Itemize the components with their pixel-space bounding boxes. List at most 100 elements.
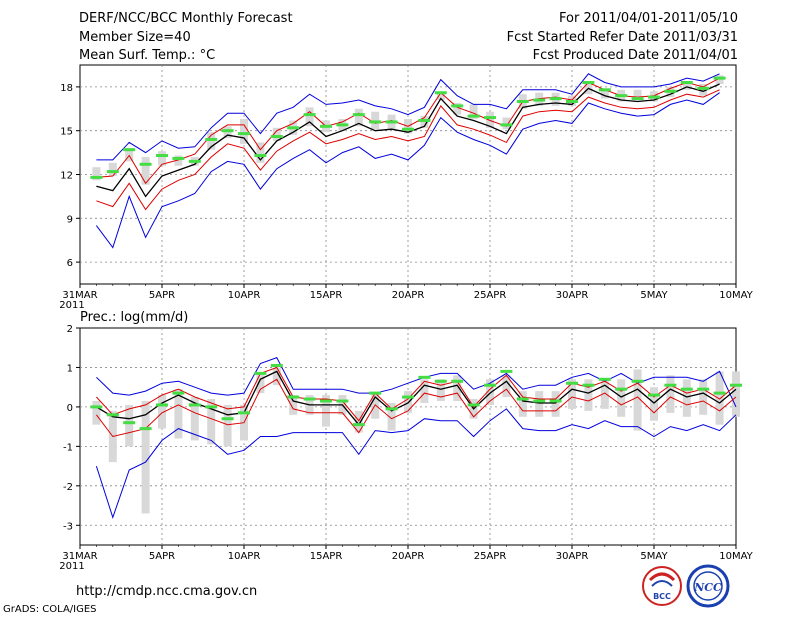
temp-box <box>158 151 166 166</box>
prec-box <box>371 393 380 419</box>
prec-p90-line <box>96 366 737 422</box>
precip-panel-title: Prec.: log(mm/d) <box>80 310 189 325</box>
prec-box <box>354 410 363 433</box>
temp-box <box>600 88 609 99</box>
temp-y-tick-label: 9 <box>67 214 73 225</box>
temp-box <box>584 81 593 95</box>
prec-box <box>453 375 462 401</box>
prec-box <box>551 391 560 417</box>
temp-box <box>633 89 642 101</box>
prec-box <box>633 369 642 431</box>
temp-x-tick-label: 31MAR 2011 <box>59 290 97 311</box>
temp-y-tick-label: 12 <box>60 171 73 182</box>
temp-y-tick-label: 6 <box>67 258 73 269</box>
prec-box <box>650 387 658 421</box>
prec-max-line <box>96 356 737 408</box>
prec-box <box>207 399 216 445</box>
temp-p90-line <box>96 77 720 185</box>
prec-box <box>666 375 675 413</box>
temp-box <box>92 167 101 181</box>
prec-y-tick-label: -3 <box>63 521 73 532</box>
prec-box <box>682 379 691 417</box>
prec-x-tick-label: 20APR <box>392 551 425 562</box>
prec-box <box>715 371 724 425</box>
prec-box <box>141 400 150 514</box>
prec-x-tick-label: 10APR <box>228 551 261 562</box>
temp-x-tick-label: 20APR <box>392 290 425 301</box>
member-size-label: Member Size=40 <box>79 30 191 45</box>
temp-box <box>174 155 183 166</box>
prec-box <box>387 402 396 431</box>
prec-box <box>584 379 593 411</box>
prec-box <box>535 391 544 417</box>
prec-x-tick-label: 25APR <box>474 551 507 562</box>
fcst-started-label: Fcst Started Refer Date 2011/03/31 <box>506 30 738 45</box>
temp-box <box>108 162 117 176</box>
variable-label: Mean Surf. Temp.: °C <box>79 48 216 63</box>
prec-box <box>600 379 609 409</box>
prec-box <box>420 379 429 403</box>
prec-p10-line <box>96 378 737 438</box>
temp-box <box>453 102 462 115</box>
prec-box <box>272 367 281 386</box>
temp-max-line <box>96 73 720 161</box>
prec-y-tick-label: 0 <box>67 403 73 414</box>
prec-min-line <box>95 408 737 519</box>
temp-box <box>354 108 363 127</box>
temp-y-tick-label: 15 <box>60 127 73 138</box>
temp-x-tick-label: 30APR <box>556 290 589 301</box>
fcst-produced-label: Fcst Produced Date 2011/04/01 <box>532 48 738 63</box>
temp-p10-line <box>96 89 720 211</box>
prec-box <box>568 379 576 409</box>
temp-min-line <box>95 92 720 249</box>
prec-box <box>289 395 298 415</box>
prec-x-tick-label: 5APR <box>149 551 175 562</box>
temp-box <box>486 111 494 128</box>
prec-box <box>699 379 708 415</box>
website-url[interactable]: http://cmdp.ncc.cma.gov.cn <box>76 584 258 599</box>
prec-box <box>518 391 527 417</box>
temp-x-tick-label: 5APR <box>149 290 175 301</box>
prec-y-tick-label: 1 <box>67 363 73 374</box>
temp-x-tick-label: 5MAY <box>640 290 668 301</box>
prec-x-tick-label: 5MAY <box>640 551 668 562</box>
temp-box <box>240 119 248 144</box>
prec-x-tick-label: 10MAY <box>719 551 753 562</box>
temp-x-tick-label: 10MAY <box>719 290 753 301</box>
prec-box <box>404 391 412 413</box>
temp-box <box>436 92 445 101</box>
temp-box <box>682 81 691 90</box>
prec-y-tick-label: -2 <box>63 482 73 493</box>
prec-box <box>174 389 183 439</box>
prec-box <box>617 379 626 417</box>
prec-mean-line <box>96 370 737 426</box>
prec-box <box>256 373 265 394</box>
temp-x-tick-label: 10APR <box>228 290 261 301</box>
prec-box <box>322 395 330 427</box>
prec-x-tick-label: 15APR <box>310 551 343 562</box>
prec-box <box>223 404 232 447</box>
grads-credit: GrADS: COLA/IGES <box>3 604 97 615</box>
prec-y-tick-label: 2 <box>67 324 73 335</box>
prec-x-tick-label: 31MAR 2011 <box>59 551 97 572</box>
prec-box <box>436 379 445 401</box>
temp-box <box>469 104 478 120</box>
prec-box <box>190 397 199 441</box>
temp-box <box>256 142 265 163</box>
temp-mean-line <box>96 83 720 198</box>
prec-box <box>732 371 740 417</box>
prec-box <box>92 400 101 425</box>
temp-box <box>305 107 314 127</box>
forecast-period-label: For 2011/04/01-2011/05/10 <box>559 11 738 26</box>
figure-title: DERF/NCC/BCC Monthly Forecast <box>79 11 293 26</box>
temp-y-tick-label: 18 <box>60 83 73 94</box>
temp-x-tick-label: 25APR <box>474 290 507 301</box>
prec-box <box>125 404 134 447</box>
temp-x-tick-label: 15APR <box>310 290 343 301</box>
prec-box <box>486 379 494 405</box>
prec-y-tick-label: -1 <box>63 442 73 453</box>
prec-box <box>158 395 166 429</box>
prec-box <box>502 375 511 398</box>
